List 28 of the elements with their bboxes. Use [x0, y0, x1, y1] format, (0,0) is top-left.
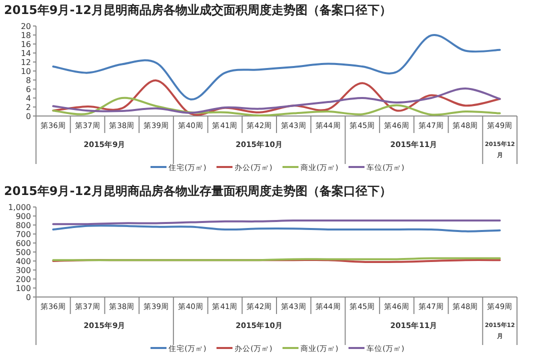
- y-tick-label: 800: [16, 221, 31, 230]
- line-series: [52, 79, 501, 116]
- y-tick-label: 700: [16, 230, 31, 239]
- y-tick-label: 500: [16, 248, 31, 257]
- y-tick-label: 100: [16, 284, 31, 293]
- y-tick-label: 0: [26, 112, 31, 121]
- y-tick-label: 2: [26, 103, 31, 112]
- y-tick-label: 8: [26, 76, 31, 85]
- chart-title: 2015年9月-12月昆明商品房各物业存量面积周度走势图（备案口径下）: [4, 184, 392, 198]
- y-tick-label: 900: [16, 212, 31, 221]
- y-tick-label: 12: [20, 58, 31, 67]
- y-tick-label: 300: [16, 266, 31, 275]
- y-tick-label: 16: [20, 40, 31, 49]
- y-tick-label: 600: [16, 239, 31, 248]
- y-tick-label: 10: [20, 67, 31, 76]
- chart-title: 2015年9月-12月昆明商品房各物业成交面积周度走势图（备案口径下）: [4, 3, 392, 17]
- y-tick-label: 14: [20, 49, 31, 58]
- y-tick-label: 0: [26, 293, 31, 302]
- line-series: [52, 96, 501, 117]
- y-tick-label: 18: [20, 31, 31, 40]
- y-tick-label: 4: [26, 94, 31, 103]
- y-tick-label: 1,000: [8, 203, 31, 212]
- y-tick-label: 20: [20, 22, 31, 31]
- y-tick-label: 200: [16, 275, 31, 284]
- line-series: [52, 88, 501, 114]
- line-series: [52, 34, 501, 100]
- y-tick-label: 6: [26, 85, 31, 94]
- y-tick-label: 400: [16, 257, 31, 266]
